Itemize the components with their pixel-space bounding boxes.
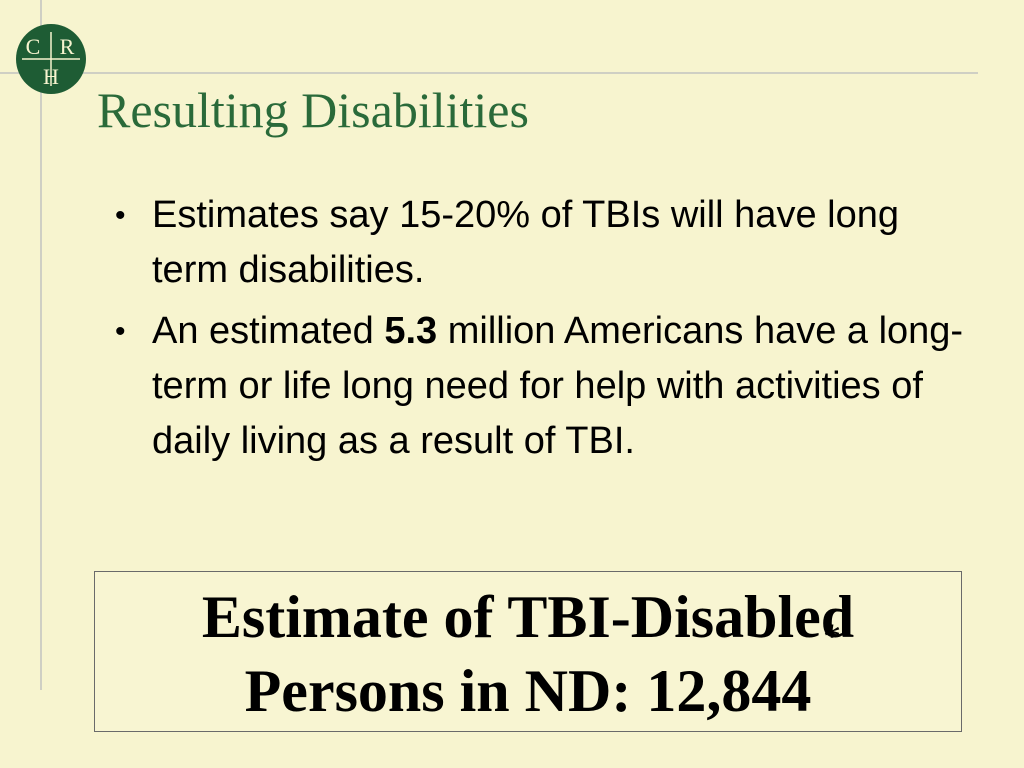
logo-letter-h: H <box>43 64 59 89</box>
callout-line-2: Persons in ND: 12,844 <box>244 658 812 724</box>
bullet-text-after: million Americans have a long-term or li… <box>152 310 964 462</box>
bullet-item: • Estimates say 15-20% of TBIs will have… <box>115 188 965 298</box>
crh-logo: C R H <box>16 24 86 94</box>
bullet-icon: • <box>115 315 126 348</box>
bullet-item: • An estimated 5.3 million Americans hav… <box>115 304 965 469</box>
horizontal-rule <box>0 72 978 74</box>
slide-title: Resulting Disabilities <box>97 82 529 138</box>
vertical-rule <box>40 0 42 690</box>
bullet-highlight-value: 5.3 <box>384 310 438 352</box>
bullet-text-before: An estimated <box>152 310 385 352</box>
bullet-text: Estimates say 15-20% of TBIs will have l… <box>152 194 899 291</box>
bullet-list: • Estimates say 15-20% of TBIs will have… <box>115 188 965 475</box>
logo-letter-r: R <box>60 34 75 59</box>
logo-letter-c: C <box>26 34 41 59</box>
callout-line-1: Estimate of TBI-Disabled <box>201 584 855 650</box>
estimate-callout-box: Estimate of TBI-Disabled Persons in ND: … <box>94 571 962 732</box>
bullet-icon: • <box>115 199 126 232</box>
footnote-asterisk: * <box>823 616 841 656</box>
